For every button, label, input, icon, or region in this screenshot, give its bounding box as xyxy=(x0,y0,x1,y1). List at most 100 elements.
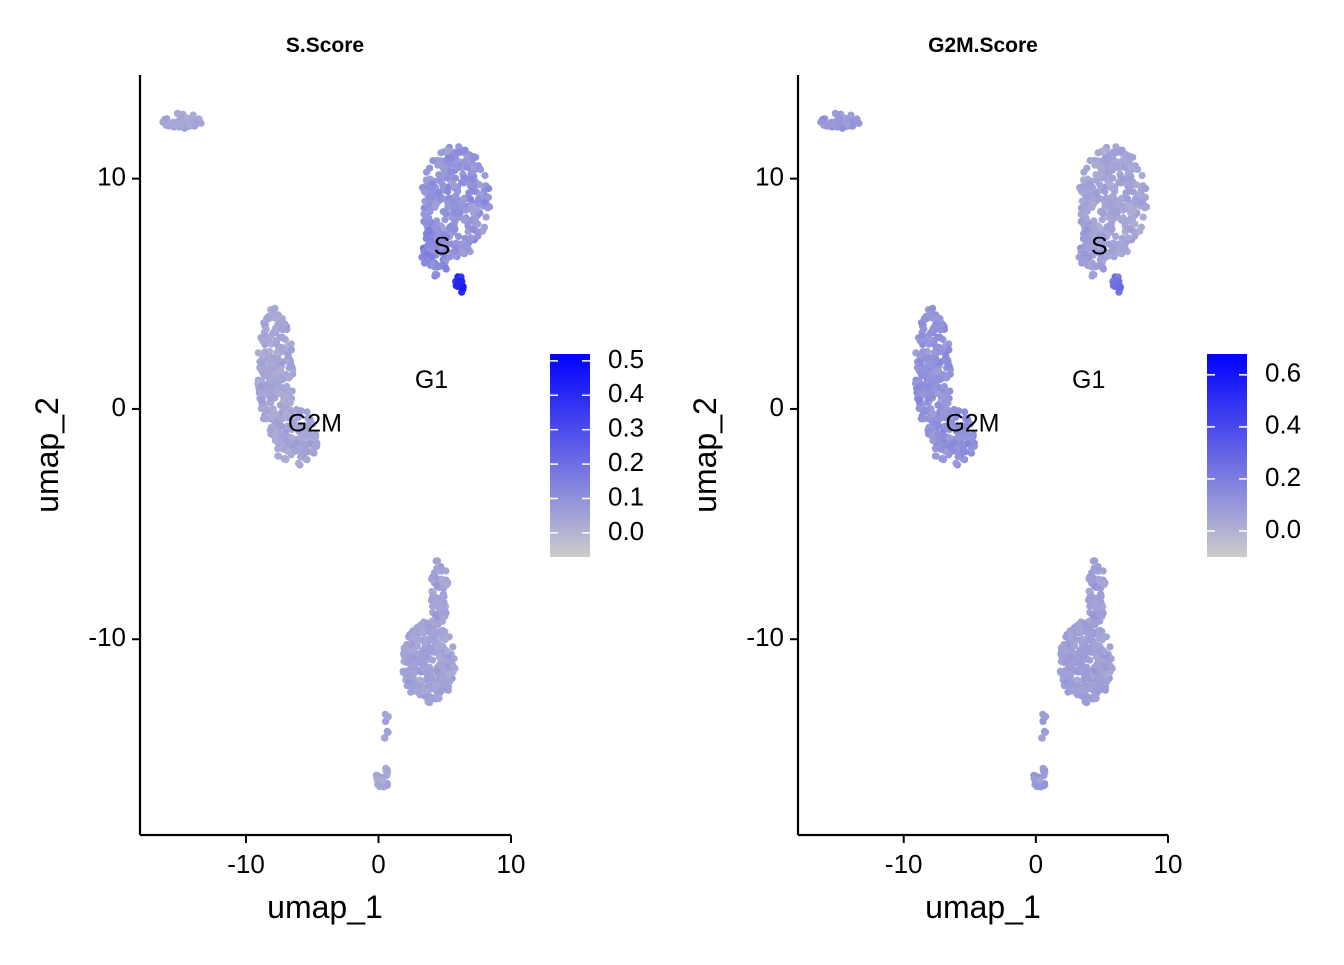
scatter-point xyxy=(400,650,408,658)
scatter-points xyxy=(817,109,1151,791)
scatter-point xyxy=(1118,147,1126,155)
scatter-point xyxy=(1124,234,1132,242)
scatter-point xyxy=(421,188,429,196)
scatter-point xyxy=(423,259,431,267)
scatter-point xyxy=(920,314,929,322)
x-tick-label: 10 xyxy=(1154,849,1183,879)
scatter-point xyxy=(1097,592,1105,601)
scatter-point xyxy=(273,349,281,357)
scatter-point xyxy=(1064,688,1072,696)
scatter-point xyxy=(272,314,280,322)
scatter-point xyxy=(1041,728,1050,736)
scatter-point xyxy=(1101,686,1110,694)
scatter-point xyxy=(1111,164,1119,172)
scatter-point xyxy=(461,147,469,155)
scatter-point xyxy=(1080,620,1088,629)
scatter-point xyxy=(279,346,287,354)
y-ticks: -10 0 10 xyxy=(88,162,140,652)
scatter-point xyxy=(445,670,453,679)
scatter-point xyxy=(444,686,452,694)
scatter-point xyxy=(929,304,937,312)
scatter-point xyxy=(1094,195,1102,203)
scatter-point xyxy=(304,422,312,430)
y-tick-label: -10 xyxy=(88,622,126,652)
scatter-point xyxy=(271,409,279,418)
scatter-point xyxy=(1121,163,1129,172)
scatter-point xyxy=(1102,670,1111,679)
scatter-point xyxy=(1131,196,1139,204)
scatter-point xyxy=(1076,660,1084,668)
scatter-point xyxy=(1078,188,1086,196)
scatter-point xyxy=(1099,209,1107,217)
scatter-point xyxy=(853,115,861,123)
scatter-point xyxy=(1057,650,1065,658)
scatter-point xyxy=(437,149,445,157)
scatter-point xyxy=(1093,660,1101,668)
scatter-point xyxy=(1118,215,1126,223)
scatter-point xyxy=(442,609,450,617)
scatter-point xyxy=(1083,207,1091,216)
scatter-point xyxy=(458,199,466,207)
scatter-point xyxy=(1125,153,1133,161)
scatter-point xyxy=(404,658,412,666)
scatter-point xyxy=(468,202,476,210)
scatter-point xyxy=(1074,621,1082,629)
scatter-point xyxy=(1061,672,1069,680)
scatter-point xyxy=(1041,781,1049,789)
scatter-point xyxy=(1066,652,1074,661)
scatter-point xyxy=(467,195,475,203)
scatter-point xyxy=(942,374,951,382)
y-tick-label: 0 xyxy=(112,392,126,422)
scatter-point xyxy=(962,422,970,430)
scatter-point xyxy=(1094,562,1102,571)
scatter-point xyxy=(1085,253,1093,261)
scatter-point xyxy=(955,407,963,415)
scatter-point xyxy=(303,408,311,416)
scatter-point xyxy=(1114,241,1122,249)
scatter-point xyxy=(936,334,945,342)
scatter-point xyxy=(1138,171,1146,180)
scatter-point xyxy=(1077,648,1085,656)
scatter-point xyxy=(191,122,199,130)
scatter-point xyxy=(924,339,932,347)
scatter-point xyxy=(414,688,422,697)
scatter-point xyxy=(1093,654,1102,662)
scatter-point xyxy=(417,621,425,629)
scatter-point xyxy=(268,375,276,383)
cluster-labels: S G1 G2M xyxy=(945,232,1107,437)
scatter-point xyxy=(1085,575,1093,583)
scatter-point xyxy=(1091,557,1099,565)
scatter-point xyxy=(429,656,437,664)
x-tick-label: 10 xyxy=(497,849,526,879)
scatter-point xyxy=(952,459,960,467)
scatter-point xyxy=(940,409,948,417)
scatter-point xyxy=(1115,277,1123,285)
scatter-point xyxy=(817,118,825,126)
scatter-point xyxy=(1091,642,1099,651)
scatter-point xyxy=(456,209,464,217)
scatter-point xyxy=(418,628,426,636)
colorbar-ticks: 0.6 0.4 0.2 0.0 xyxy=(1207,358,1301,544)
scatter-point xyxy=(296,425,304,433)
scatter-point xyxy=(435,239,443,247)
scatter-point xyxy=(1118,234,1126,242)
scatter-point xyxy=(434,161,442,169)
scatter-point xyxy=(1122,189,1130,197)
scatter-point xyxy=(1089,611,1097,619)
colorbar xyxy=(550,354,590,557)
scatter-point xyxy=(279,334,287,342)
cluster-label: G2M xyxy=(288,410,342,438)
scatter-point xyxy=(1092,694,1100,703)
scatter-point xyxy=(280,455,288,463)
scatter-point xyxy=(967,432,976,440)
scatter-point xyxy=(1113,209,1121,217)
scatter-point xyxy=(403,672,411,680)
scatter-point xyxy=(847,111,855,119)
scatter-point xyxy=(925,390,934,398)
scatter-point xyxy=(287,340,295,348)
scatter-point xyxy=(449,181,457,189)
scatter-point xyxy=(915,382,923,391)
scatter-point xyxy=(936,315,944,323)
scatter-point xyxy=(159,118,167,126)
scatter-point xyxy=(953,425,961,433)
